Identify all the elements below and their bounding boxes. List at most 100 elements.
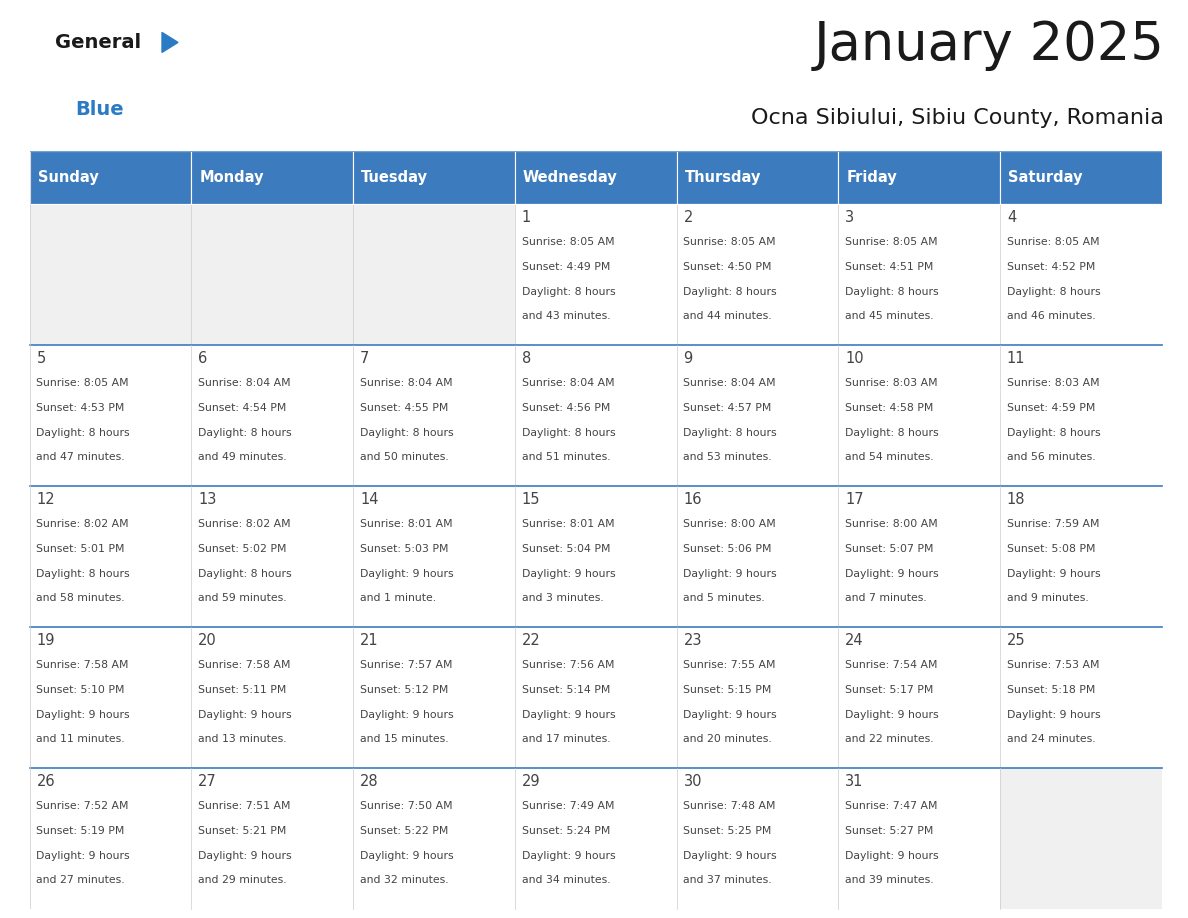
- FancyBboxPatch shape: [1000, 486, 1162, 627]
- Text: Sunset: 5:10 PM: Sunset: 5:10 PM: [37, 685, 125, 695]
- Text: Daylight: 9 hours: Daylight: 9 hours: [37, 851, 131, 861]
- FancyBboxPatch shape: [191, 627, 353, 767]
- Text: Daylight: 9 hours: Daylight: 9 hours: [522, 851, 615, 861]
- Text: Thursday: Thursday: [684, 170, 762, 185]
- Text: Sunset: 5:17 PM: Sunset: 5:17 PM: [845, 685, 934, 695]
- Text: Sunrise: 7:50 AM: Sunrise: 7:50 AM: [360, 801, 453, 812]
- FancyBboxPatch shape: [677, 627, 839, 767]
- Text: Daylight: 9 hours: Daylight: 9 hours: [845, 851, 939, 861]
- FancyBboxPatch shape: [353, 345, 514, 486]
- FancyBboxPatch shape: [191, 767, 353, 909]
- Text: 9: 9: [683, 351, 693, 366]
- Text: 20: 20: [198, 633, 217, 648]
- Text: Sunrise: 8:05 AM: Sunrise: 8:05 AM: [1007, 238, 1100, 247]
- FancyBboxPatch shape: [677, 345, 839, 486]
- Text: and 13 minutes.: and 13 minutes.: [198, 734, 286, 744]
- Text: and 11 minutes.: and 11 minutes.: [37, 734, 125, 744]
- Text: and 9 minutes.: and 9 minutes.: [1007, 593, 1088, 603]
- Text: Daylight: 9 hours: Daylight: 9 hours: [198, 851, 292, 861]
- Text: Saturday: Saturday: [1009, 170, 1082, 185]
- Text: Sunrise: 7:54 AM: Sunrise: 7:54 AM: [845, 660, 937, 670]
- Text: General: General: [55, 33, 141, 52]
- Text: Sunrise: 8:04 AM: Sunrise: 8:04 AM: [683, 378, 776, 388]
- Text: Sunrise: 7:56 AM: Sunrise: 7:56 AM: [522, 660, 614, 670]
- FancyBboxPatch shape: [1000, 151, 1162, 204]
- Text: Sunset: 5:03 PM: Sunset: 5:03 PM: [360, 544, 448, 554]
- FancyBboxPatch shape: [839, 767, 1000, 909]
- Text: Sunrise: 8:02 AM: Sunrise: 8:02 AM: [37, 520, 129, 530]
- Text: and 53 minutes.: and 53 minutes.: [683, 453, 772, 463]
- Text: and 3 minutes.: and 3 minutes.: [522, 593, 604, 603]
- Text: Sunrise: 8:00 AM: Sunrise: 8:00 AM: [683, 520, 776, 530]
- FancyBboxPatch shape: [1000, 204, 1162, 345]
- Text: Sunrise: 8:00 AM: Sunrise: 8:00 AM: [845, 520, 939, 530]
- Text: Daylight: 9 hours: Daylight: 9 hours: [522, 569, 615, 578]
- FancyBboxPatch shape: [839, 151, 1000, 204]
- Text: Daylight: 8 hours: Daylight: 8 hours: [845, 286, 939, 297]
- Text: and 47 minutes.: and 47 minutes.: [37, 453, 125, 463]
- Text: 4: 4: [1007, 210, 1016, 225]
- Text: Sunrise: 7:58 AM: Sunrise: 7:58 AM: [37, 660, 129, 670]
- Text: Sunset: 5:11 PM: Sunset: 5:11 PM: [198, 685, 286, 695]
- Text: and 44 minutes.: and 44 minutes.: [683, 311, 772, 321]
- Text: Sunrise: 8:04 AM: Sunrise: 8:04 AM: [198, 378, 291, 388]
- Text: Sunset: 5:25 PM: Sunset: 5:25 PM: [683, 826, 772, 836]
- FancyBboxPatch shape: [514, 151, 677, 204]
- FancyBboxPatch shape: [191, 345, 353, 486]
- Text: Sunset: 4:57 PM: Sunset: 4:57 PM: [683, 403, 772, 413]
- Text: Friday: Friday: [846, 170, 897, 185]
- Text: 16: 16: [683, 492, 702, 507]
- Text: Sunset: 5:18 PM: Sunset: 5:18 PM: [1007, 685, 1095, 695]
- Text: Daylight: 9 hours: Daylight: 9 hours: [683, 569, 777, 578]
- FancyBboxPatch shape: [1000, 767, 1162, 909]
- Text: Sunset: 5:12 PM: Sunset: 5:12 PM: [360, 685, 448, 695]
- Text: and 58 minutes.: and 58 minutes.: [37, 593, 125, 603]
- Text: and 56 minutes.: and 56 minutes.: [1007, 453, 1095, 463]
- FancyBboxPatch shape: [1000, 345, 1162, 486]
- Text: Daylight: 8 hours: Daylight: 8 hours: [1007, 286, 1100, 297]
- Text: 10: 10: [845, 351, 864, 366]
- Text: Sunset: 5:24 PM: Sunset: 5:24 PM: [522, 826, 611, 836]
- Text: Daylight: 8 hours: Daylight: 8 hours: [683, 286, 777, 297]
- FancyBboxPatch shape: [839, 486, 1000, 627]
- Text: Sunset: 5:04 PM: Sunset: 5:04 PM: [522, 544, 611, 554]
- Text: Sunset: 4:50 PM: Sunset: 4:50 PM: [683, 262, 772, 272]
- Text: Sunrise: 7:57 AM: Sunrise: 7:57 AM: [360, 660, 453, 670]
- FancyBboxPatch shape: [839, 204, 1000, 345]
- Text: Daylight: 9 hours: Daylight: 9 hours: [360, 710, 454, 720]
- Text: Sunrise: 8:04 AM: Sunrise: 8:04 AM: [360, 378, 453, 388]
- Text: 25: 25: [1007, 633, 1025, 648]
- Text: Daylight: 9 hours: Daylight: 9 hours: [1007, 569, 1100, 578]
- FancyBboxPatch shape: [353, 627, 514, 767]
- Text: and 24 minutes.: and 24 minutes.: [1007, 734, 1095, 744]
- FancyBboxPatch shape: [514, 204, 677, 345]
- Text: 18: 18: [1007, 492, 1025, 507]
- FancyBboxPatch shape: [839, 627, 1000, 767]
- Text: and 1 minute.: and 1 minute.: [360, 593, 436, 603]
- FancyBboxPatch shape: [191, 486, 353, 627]
- Text: Sunrise: 8:01 AM: Sunrise: 8:01 AM: [360, 520, 453, 530]
- Text: Sunrise: 8:02 AM: Sunrise: 8:02 AM: [198, 520, 291, 530]
- FancyBboxPatch shape: [353, 151, 514, 204]
- Text: 11: 11: [1007, 351, 1025, 366]
- FancyBboxPatch shape: [191, 151, 353, 204]
- Text: Sunset: 4:58 PM: Sunset: 4:58 PM: [845, 403, 934, 413]
- Text: and 7 minutes.: and 7 minutes.: [845, 593, 927, 603]
- Text: Sunset: 4:49 PM: Sunset: 4:49 PM: [522, 262, 611, 272]
- Text: 28: 28: [360, 774, 379, 789]
- Text: Tuesday: Tuesday: [361, 170, 428, 185]
- Text: 13: 13: [198, 492, 216, 507]
- Text: and 49 minutes.: and 49 minutes.: [198, 453, 286, 463]
- Text: Daylight: 8 hours: Daylight: 8 hours: [360, 428, 454, 438]
- Text: Sunrise: 7:48 AM: Sunrise: 7:48 AM: [683, 801, 776, 812]
- Text: Daylight: 8 hours: Daylight: 8 hours: [198, 428, 292, 438]
- Text: Sunrise: 8:05 AM: Sunrise: 8:05 AM: [845, 238, 937, 247]
- Text: Daylight: 9 hours: Daylight: 9 hours: [683, 851, 777, 861]
- FancyBboxPatch shape: [353, 204, 514, 345]
- Text: 27: 27: [198, 774, 217, 789]
- FancyBboxPatch shape: [677, 204, 839, 345]
- Text: and 32 minutes.: and 32 minutes.: [360, 876, 449, 885]
- Text: Sunrise: 7:49 AM: Sunrise: 7:49 AM: [522, 801, 614, 812]
- Text: Wednesday: Wednesday: [523, 170, 618, 185]
- Text: Daylight: 9 hours: Daylight: 9 hours: [198, 710, 292, 720]
